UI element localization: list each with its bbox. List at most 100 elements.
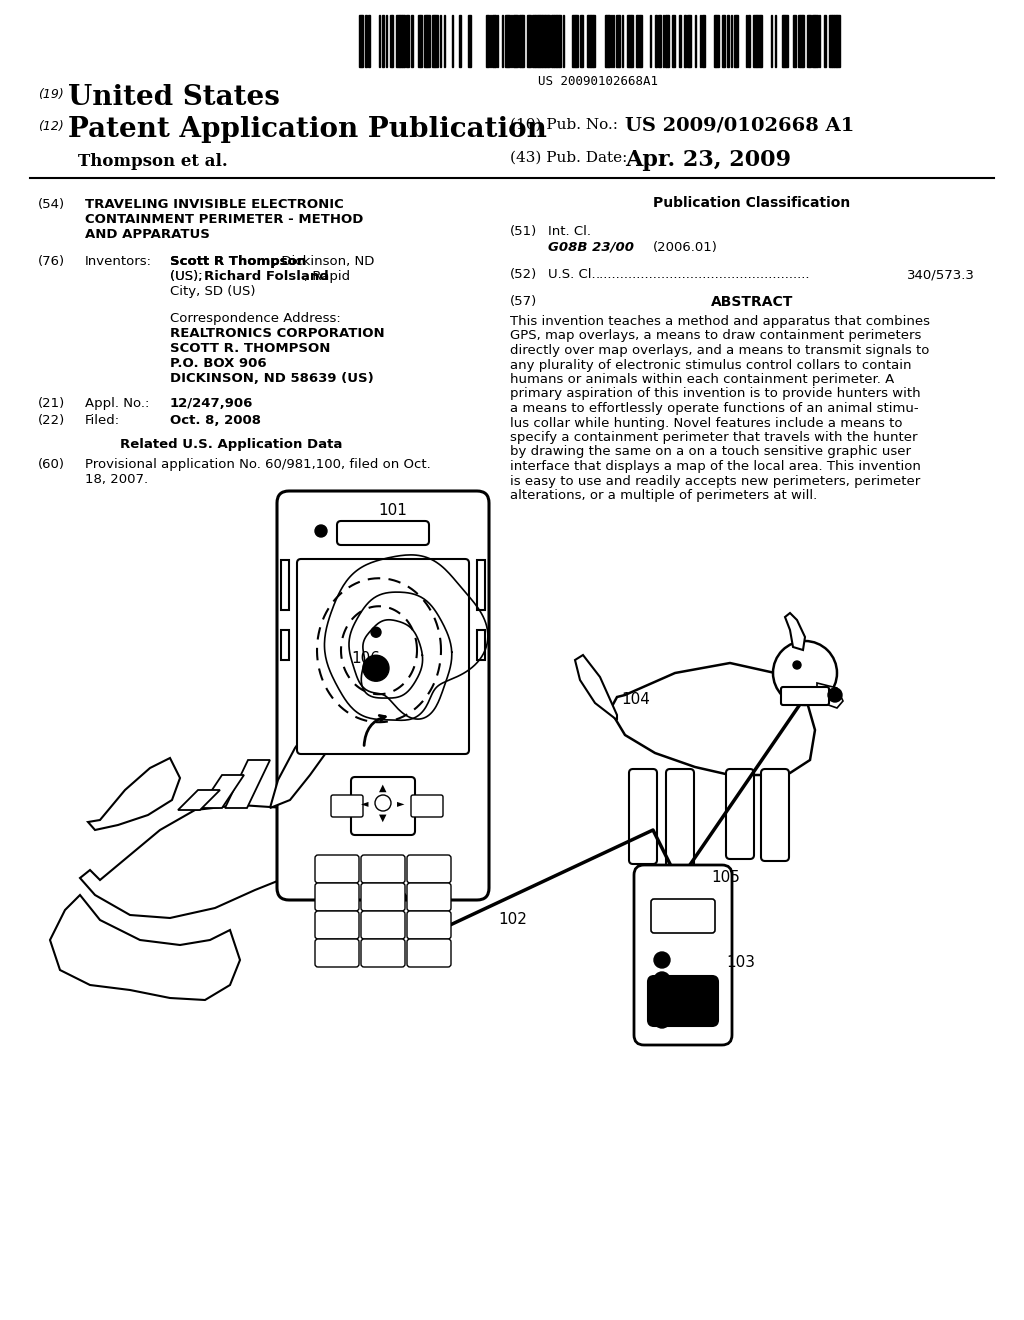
Bar: [702, 15, 705, 67]
Text: (21): (21): [38, 397, 66, 411]
Circle shape: [654, 952, 670, 968]
FancyBboxPatch shape: [648, 975, 718, 1026]
Text: US 20090102668A1: US 20090102668A1: [538, 75, 657, 88]
Bar: [575, 15, 578, 67]
Text: 103: 103: [726, 954, 755, 970]
FancyBboxPatch shape: [666, 770, 694, 867]
Polygon shape: [270, 710, 335, 808]
Bar: [829, 15, 831, 67]
Bar: [548, 15, 550, 67]
Bar: [281, 560, 289, 610]
Bar: [508, 15, 510, 67]
FancyBboxPatch shape: [407, 911, 451, 939]
Text: ▲: ▲: [379, 783, 387, 793]
Text: U.S. Cl.: U.S. Cl.: [548, 268, 600, 281]
Bar: [809, 15, 811, 67]
Bar: [716, 15, 719, 67]
Text: 102: 102: [498, 912, 527, 927]
Bar: [757, 15, 760, 67]
Text: (US);: (US);: [170, 271, 207, 282]
Text: ►: ►: [397, 799, 404, 808]
Polygon shape: [817, 682, 843, 708]
Bar: [812, 15, 814, 67]
Circle shape: [773, 642, 837, 705]
Text: any plurality of electronic stimulus control collars to contain: any plurality of electronic stimulus con…: [510, 359, 911, 371]
FancyBboxPatch shape: [315, 911, 359, 939]
Bar: [435, 15, 438, 67]
Bar: [554, 15, 556, 67]
Bar: [420, 15, 422, 67]
Bar: [793, 15, 796, 67]
Text: (US);: (US);: [170, 271, 207, 282]
Bar: [281, 630, 289, 660]
Bar: [418, 15, 420, 67]
Text: DICKINSON, ND 58639 (US): DICKINSON, ND 58639 (US): [170, 372, 374, 385]
Bar: [396, 15, 399, 67]
Bar: [689, 15, 691, 67]
Text: TRAVELING INVISIBLE ELECTRONIC: TRAVELING INVISIBLE ELECTRONIC: [85, 198, 344, 211]
FancyBboxPatch shape: [315, 939, 359, 968]
Text: (2006.01): (2006.01): [653, 242, 718, 253]
Bar: [753, 15, 756, 67]
Bar: [540, 15, 542, 67]
Bar: [672, 15, 675, 67]
Bar: [424, 15, 426, 67]
Circle shape: [371, 627, 381, 638]
Text: Apr. 23, 2009: Apr. 23, 2009: [625, 149, 791, 172]
Text: (76): (76): [38, 255, 66, 268]
Bar: [687, 15, 689, 67]
Text: by drawing the same on a on a touch sensitive graphic user: by drawing the same on a on a touch sens…: [510, 446, 911, 458]
Text: 106: 106: [351, 651, 380, 667]
FancyBboxPatch shape: [315, 883, 359, 911]
Text: Oct. 8, 2008: Oct. 8, 2008: [170, 414, 261, 426]
Bar: [588, 15, 590, 67]
Text: SCOTT R. THOMPSON: SCOTT R. THOMPSON: [170, 342, 331, 355]
Text: ▼: ▼: [379, 813, 387, 822]
Text: Correspondence Address:: Correspondence Address:: [170, 312, 341, 325]
Text: primary aspiration of this invention is to provide hunters with: primary aspiration of this invention is …: [510, 388, 921, 400]
Bar: [679, 15, 681, 67]
FancyBboxPatch shape: [297, 558, 469, 754]
Polygon shape: [200, 775, 244, 808]
Text: 18, 2007.: 18, 2007.: [85, 473, 148, 486]
Bar: [798, 15, 800, 67]
Text: GPS, map overlays, a means to draw containment perimeters: GPS, map overlays, a means to draw conta…: [510, 330, 922, 342]
Text: Scott R Thompson: Scott R Thompson: [170, 255, 306, 268]
Bar: [616, 15, 618, 67]
Text: Scott R Thompson: Scott R Thompson: [170, 255, 306, 268]
FancyBboxPatch shape: [361, 883, 406, 911]
Text: REALTRONICS CORPORATION: REALTRONICS CORPORATION: [170, 327, 385, 341]
Text: Appl. No.:: Appl. No.:: [85, 397, 150, 411]
Bar: [640, 15, 642, 67]
Bar: [505, 15, 507, 67]
Circle shape: [793, 661, 801, 669]
Bar: [529, 15, 531, 67]
Text: (54): (54): [38, 198, 66, 211]
Text: (19): (19): [38, 88, 63, 102]
Bar: [459, 15, 461, 67]
Text: Richard Folsland: Richard Folsland: [204, 271, 329, 282]
Text: Inventors:: Inventors:: [85, 255, 152, 268]
Bar: [559, 15, 561, 67]
FancyBboxPatch shape: [361, 939, 406, 968]
Bar: [557, 15, 559, 67]
Text: ....................................................: ........................................…: [596, 268, 811, 281]
Text: 105: 105: [711, 870, 740, 884]
Bar: [631, 15, 633, 67]
Bar: [591, 15, 593, 67]
FancyBboxPatch shape: [361, 855, 406, 883]
Text: (51): (51): [510, 224, 538, 238]
Text: (57): (57): [510, 294, 538, 308]
FancyBboxPatch shape: [407, 939, 451, 968]
Text: CONTAINMENT PERIMETER - METHOD: CONTAINMENT PERIMETER - METHOD: [85, 213, 364, 226]
Text: United States: United States: [68, 84, 280, 111]
Text: Int. Cl.: Int. Cl.: [548, 224, 591, 238]
Bar: [492, 15, 495, 67]
FancyBboxPatch shape: [726, 770, 754, 859]
Bar: [368, 15, 370, 67]
Polygon shape: [575, 655, 617, 719]
Text: humans or animals within each containment perimeter. A: humans or animals within each containmen…: [510, 374, 894, 385]
FancyBboxPatch shape: [407, 883, 451, 911]
Bar: [535, 15, 538, 67]
Bar: [468, 15, 471, 67]
